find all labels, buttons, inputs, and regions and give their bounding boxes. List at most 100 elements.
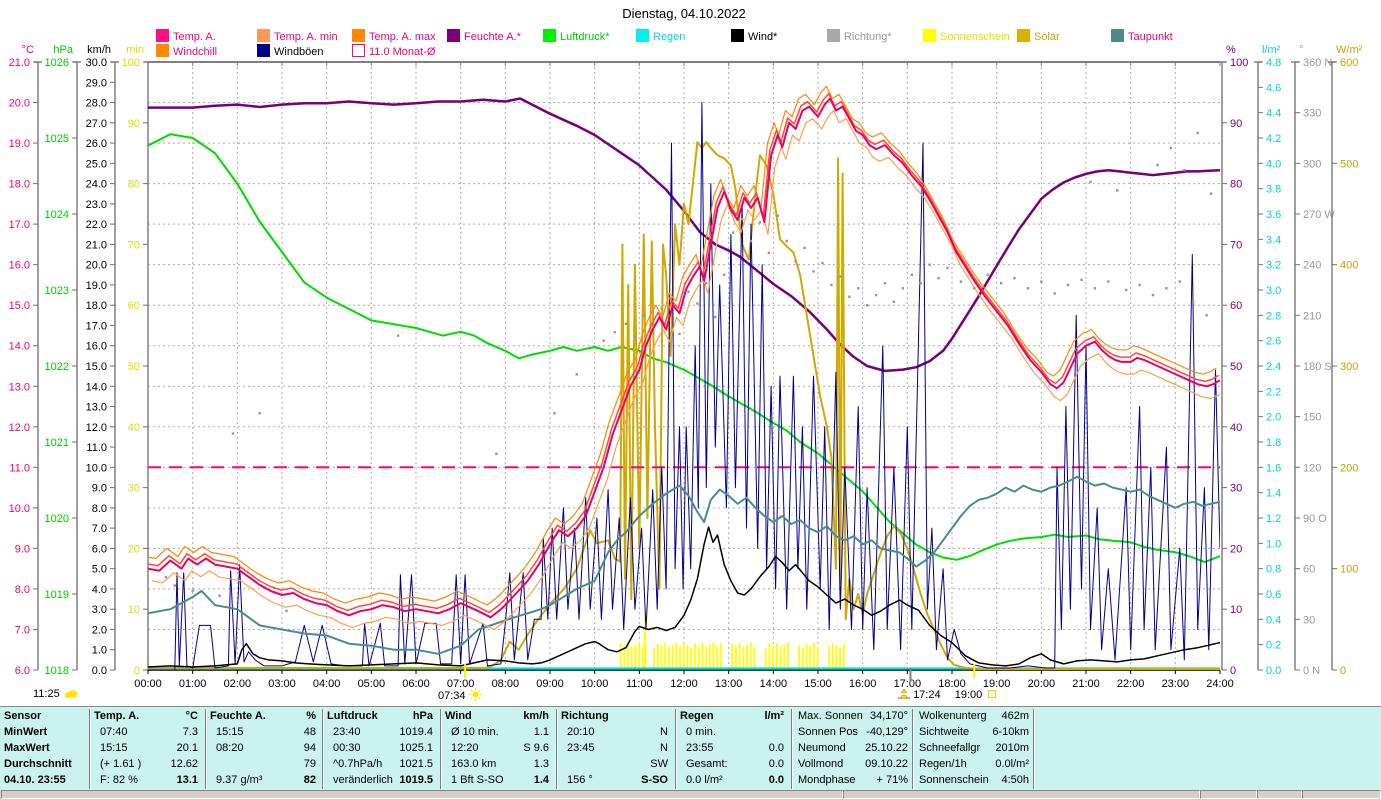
axis-tick-label: 17.0 bbox=[86, 320, 107, 332]
legend-item-feuchte-a: Feuchte A.* bbox=[447, 29, 521, 43]
table-separator bbox=[205, 709, 206, 789]
x-axis-label: 07:00 bbox=[447, 678, 475, 690]
axis-unit-sunshine: min bbox=[126, 44, 144, 56]
axis-unit-direction: ° bbox=[1299, 44, 1303, 56]
table-cell: Gesamt: bbox=[686, 758, 728, 770]
axis-tick-label: 10.0 bbox=[9, 503, 30, 515]
table-separator bbox=[791, 709, 792, 789]
legend-label-windchill: Windchill bbox=[173, 46, 218, 58]
sunset-time: 17:24 bbox=[913, 689, 941, 701]
table-cell: MaxWert bbox=[4, 742, 50, 754]
series-sonnenschein bbox=[619, 612, 845, 669]
axis-tick-label: 3.8 bbox=[1266, 184, 1281, 196]
table-cell: (+ 1.61 ) bbox=[100, 758, 142, 770]
table-cell: Sonnenschein bbox=[919, 774, 989, 786]
series-luftdruck bbox=[148, 133, 1220, 564]
table-cell: Sensor bbox=[4, 710, 42, 722]
axis-tick-label: 10.0 bbox=[86, 462, 107, 474]
table-cell: F: 82 % bbox=[100, 774, 138, 786]
legend-swatch-luftdruck bbox=[543, 29, 556, 42]
axis-tick-label: 2.4 bbox=[1266, 361, 1281, 373]
axis-tick-label: 0.6 bbox=[1266, 589, 1281, 601]
series-taupunkt bbox=[148, 475, 1220, 655]
axis-tick-label: 1020 bbox=[45, 513, 69, 525]
axis-tick-label: 1022 bbox=[45, 361, 69, 373]
axis-tick-label: 100 bbox=[122, 57, 140, 69]
axis-solar: 600 500 400 300 200 100 0 W/m² bbox=[1328, 44, 1363, 677]
axis-tick-label: 1.0 bbox=[92, 645, 107, 657]
series-wind bbox=[148, 526, 1220, 668]
table-cell: 1.1 bbox=[533, 726, 549, 738]
table-separator bbox=[675, 709, 676, 789]
axis-tick-label: 30 bbox=[1303, 614, 1315, 626]
weather-chart: 21.0 20.0 19.0 18.0 17.0 16.0 15.0 14.0 13.0 12.0… bbox=[9, 44, 1363, 690]
legend-label-taupunkt: Taupunkt bbox=[1128, 31, 1173, 43]
axis-tick-label: 0.8 bbox=[1266, 564, 1281, 576]
axis-tick-label: 270 W bbox=[1303, 209, 1335, 221]
axis-tick-label: 14.0 bbox=[9, 341, 30, 353]
table-cell: N bbox=[660, 726, 668, 738]
x-axis-label: 14:00 bbox=[760, 678, 788, 690]
axis-tick-label: 30 bbox=[1230, 483, 1242, 495]
axis-tick-label: 0.0 bbox=[92, 665, 107, 677]
axis-tick-label: 0.2 bbox=[1266, 640, 1281, 652]
axis-tick-label: 8.0 bbox=[92, 503, 107, 515]
axis-tick-label: 2.2 bbox=[1266, 386, 1281, 398]
table-cell: 12.62 bbox=[170, 758, 198, 770]
x-axis-label: 16:00 bbox=[849, 678, 877, 690]
axis-tick-label: 0 N bbox=[1303, 665, 1320, 677]
page-title: Dienstag, 04.10.2022 bbox=[622, 6, 746, 21]
dusk-time: 19:00 bbox=[954, 689, 983, 701]
legend-swatch-windboeen bbox=[257, 44, 270, 57]
table-cell: 00:30 bbox=[333, 742, 361, 754]
axis-tick-label: 24.0 bbox=[86, 179, 107, 191]
axis-tick-label: 10 bbox=[128, 604, 140, 616]
axis-tick-label: 4.0 bbox=[1266, 158, 1281, 170]
axis-tick-label: 13.0 bbox=[86, 402, 107, 414]
legend-swatch-sonnenschein bbox=[923, 29, 936, 42]
x-axis-label: 01:00 bbox=[179, 678, 207, 690]
table-cell: Wind bbox=[445, 710, 472, 722]
x-axis-label: 15:00 bbox=[804, 678, 832, 690]
axis-tick-label: 330 bbox=[1303, 108, 1321, 120]
table-cell: 0.0 bbox=[768, 742, 784, 754]
table-cell: Temp. A. bbox=[94, 710, 140, 722]
table-separator bbox=[440, 709, 441, 789]
legend-label-windboeen: Windböen bbox=[274, 46, 324, 58]
legend: Temp. A. Temp. A. min Temp. A. max Feuchte … bbox=[0, 0, 1381, 60]
moon-cloud-icon bbox=[64, 690, 78, 698]
table-cell: S 9.6 bbox=[523, 742, 549, 754]
axis-tick-label: 40 bbox=[1230, 422, 1242, 434]
legend-item-luftdruck: Luftdruck* bbox=[543, 29, 610, 43]
summary-table: Sensor MinWert MaxWert Durchschnitt 04.10. 2… bbox=[0, 706, 1381, 792]
axis-tick-label: 1018 bbox=[45, 665, 69, 677]
table-cell: S-SO bbox=[641, 774, 668, 786]
table-cell: 1019.4 bbox=[399, 726, 433, 738]
table-cell: km/h bbox=[523, 710, 549, 722]
x-axis-label: 06:00 bbox=[402, 678, 430, 690]
axis-tick-label: 1024 bbox=[45, 209, 69, 221]
table-cell: °C bbox=[185, 710, 198, 722]
table-cell: 163.0 km bbox=[451, 758, 497, 770]
table-cell: 4:50h bbox=[1001, 774, 1029, 786]
x-axis-label: 21:00 bbox=[1072, 678, 1100, 690]
sunrise-icon bbox=[468, 688, 482, 701]
x-axis-label: 13:00 bbox=[715, 678, 743, 690]
axis-tick-label: 70 bbox=[1230, 239, 1242, 251]
axis-tick-label: 210 bbox=[1303, 310, 1321, 322]
table-cell: 09.10.22 bbox=[865, 758, 908, 770]
axis-tick-label: 12.0 bbox=[9, 422, 30, 434]
status-segment bbox=[1302, 790, 1381, 799]
axis-tick-label: 4.8 bbox=[1266, 57, 1281, 69]
axis-tick-label: 2.0 bbox=[92, 624, 107, 636]
table-cell: l/m² bbox=[764, 710, 784, 722]
table-cell: N bbox=[660, 742, 668, 754]
legend-label-wind: Wind* bbox=[748, 31, 778, 43]
axis-tick-label: 13.0 bbox=[9, 381, 30, 393]
series-temp-a-min bbox=[151, 110, 1220, 631]
table-cell: 13.1 bbox=[176, 774, 198, 786]
table-cell: 25.10.22 bbox=[865, 742, 908, 754]
axis-temperature: 21.0 20.0 19.0 18.0 17.0 16.0 15.0 14.0 13.0 12.0… bbox=[9, 44, 42, 677]
axis-tick-label: 9.0 bbox=[92, 483, 107, 495]
